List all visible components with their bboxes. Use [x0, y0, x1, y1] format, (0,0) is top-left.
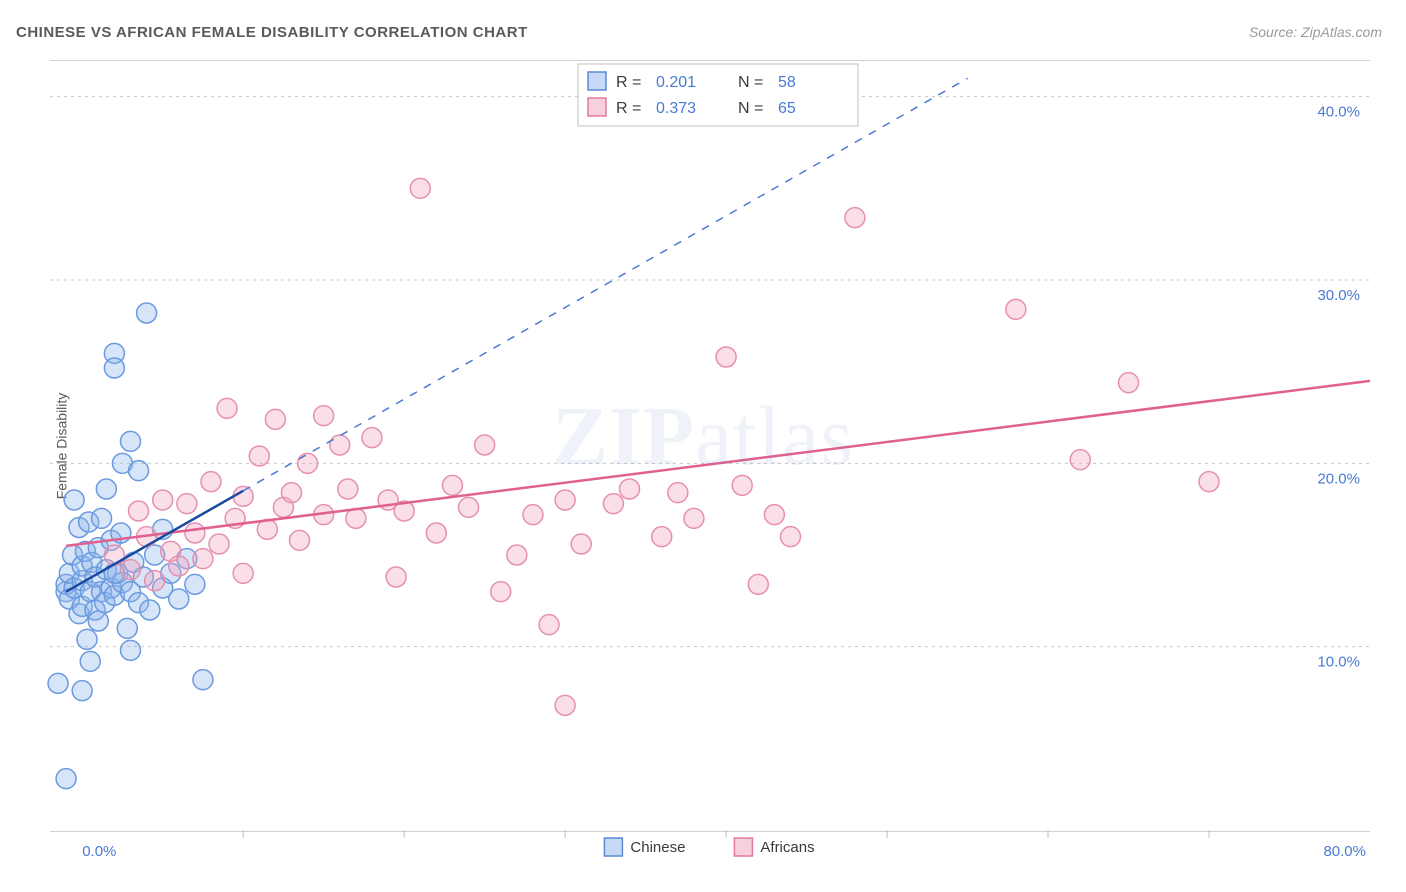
scatter-point — [620, 479, 640, 499]
scatter-point — [281, 483, 301, 503]
scatter-point — [177, 494, 197, 514]
scatter-point — [193, 670, 213, 690]
scatter-point — [1199, 472, 1219, 492]
scatter-point — [129, 501, 149, 521]
scatter-point — [137, 303, 157, 323]
scatter-point — [668, 483, 688, 503]
scatter-point — [716, 347, 736, 367]
scatter-point — [209, 534, 229, 554]
legend-n-label: N = — [738, 74, 763, 91]
scatter-point — [330, 435, 350, 455]
chart-container: CHINESE VS AFRICAN FEMALE DISABILITY COR… — [0, 0, 1406, 892]
legend-r-label: R = — [616, 74, 641, 91]
scatter-point — [169, 589, 189, 609]
scatter-point — [346, 508, 366, 528]
scatter-point — [120, 640, 140, 660]
scatter-point — [96, 479, 116, 499]
scatter-point — [217, 398, 237, 418]
scatter-point — [104, 358, 124, 378]
scatter-point — [410, 178, 430, 198]
scatter-point — [539, 615, 559, 635]
x-tick-label-max: 80.0% — [1323, 843, 1366, 860]
y-tick-label: 40.0% — [1317, 104, 1360, 121]
scatter-point — [603, 494, 623, 514]
scatter-point — [145, 571, 165, 591]
scatter-point — [845, 208, 865, 228]
scatter-point — [140, 600, 160, 620]
scatter-plot: 10.0%20.0%30.0%40.0%0.0%80.0%R = 0.201N … — [50, 60, 1370, 830]
scatter-point — [780, 527, 800, 547]
scatter-point — [298, 453, 318, 473]
scatter-point — [88, 611, 108, 631]
scatter-point — [491, 582, 511, 602]
scatter-point — [249, 446, 269, 466]
chart-title: CHINESE VS AFRICAN FEMALE DISABILITY COR… — [16, 24, 528, 41]
scatter-point — [185, 574, 205, 594]
scatter-point — [748, 574, 768, 594]
scatter-point — [80, 651, 100, 671]
scatter-point — [1006, 299, 1026, 319]
scatter-point — [555, 490, 575, 510]
scatter-point — [129, 461, 149, 481]
scatter-point — [153, 490, 173, 510]
scatter-point — [426, 523, 446, 543]
scatter-point — [555, 695, 575, 715]
x-tick-label-min: 0.0% — [82, 843, 116, 860]
scatter-point — [338, 479, 358, 499]
scatter-point — [120, 560, 140, 580]
scatter-point — [507, 545, 527, 565]
scatter-point — [1070, 450, 1090, 470]
bottom-legend-swatch — [604, 838, 622, 856]
scatter-point — [120, 431, 140, 451]
scatter-point — [475, 435, 495, 455]
scatter-point — [72, 681, 92, 701]
scatter-point — [652, 527, 672, 547]
scatter-point — [523, 505, 543, 525]
scatter-point — [386, 567, 406, 587]
legend-r-value: 0.201 — [656, 74, 696, 91]
scatter-point — [684, 508, 704, 528]
scatter-point — [56, 769, 76, 789]
scatter-point — [290, 530, 310, 550]
trend-line-chinese-extrapolation — [243, 78, 967, 491]
scatter-point — [314, 406, 334, 426]
scatter-point — [764, 505, 784, 525]
scatter-point — [571, 534, 591, 554]
scatter-point — [104, 545, 124, 565]
scatter-point — [362, 428, 382, 448]
legend-n-value: 65 — [778, 100, 796, 117]
source-attribution: Source: ZipAtlas.com — [1249, 24, 1382, 40]
scatter-point — [1119, 373, 1139, 393]
scatter-point — [201, 472, 221, 492]
legend-r-value: 0.373 — [656, 100, 696, 117]
scatter-point — [92, 508, 112, 528]
legend-n-label: N = — [738, 100, 763, 117]
scatter-point — [117, 618, 137, 638]
scatter-point — [169, 556, 189, 576]
scatter-point — [442, 475, 462, 495]
legend-r-label: R = — [616, 100, 641, 117]
scatter-point — [233, 563, 253, 583]
legend-swatch — [588, 72, 606, 90]
scatter-point — [77, 629, 97, 649]
scatter-point — [64, 490, 84, 510]
scatter-point — [233, 486, 253, 506]
y-tick-label: 10.0% — [1317, 654, 1360, 671]
scatter-point — [732, 475, 752, 495]
bottom-legend-label: Chinese — [630, 839, 685, 856]
scatter-point — [265, 409, 285, 429]
y-tick-label: 30.0% — [1317, 287, 1360, 304]
y-tick-label: 20.0% — [1317, 470, 1360, 487]
legend-n-value: 58 — [778, 74, 796, 91]
scatter-point — [185, 523, 205, 543]
scatter-point — [193, 549, 213, 569]
bottom-legend-swatch — [734, 838, 752, 856]
legend-swatch — [588, 98, 606, 116]
bottom-legend-label: Africans — [760, 839, 814, 856]
scatter-point — [459, 497, 479, 517]
scatter-point — [48, 673, 68, 693]
